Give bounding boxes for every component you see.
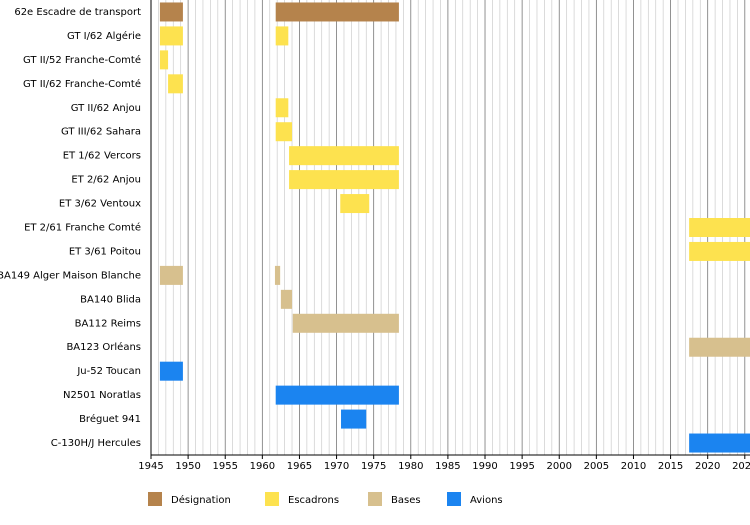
- legend-label: Désignation: [171, 494, 231, 506]
- row-label: C-130H/J Hercules: [51, 438, 141, 449]
- x-tick-label: 2000: [547, 461, 572, 472]
- bar: [159, 265, 183, 285]
- bar: [292, 313, 399, 333]
- x-tick-label: 2020: [695, 461, 720, 472]
- x-tick-label: 1965: [287, 461, 312, 472]
- bar: [689, 241, 750, 261]
- legend-label: Bases: [391, 495, 421, 506]
- x-tick-label: 1990: [472, 461, 497, 472]
- row-label: N2501 Noratlas: [63, 390, 141, 401]
- bar: [289, 170, 399, 190]
- bar: [275, 26, 289, 46]
- x-tick-label: 1955: [212, 461, 237, 472]
- row-label: ET 3/62 Ventoux: [59, 199, 141, 210]
- row-label: 62e Escadre de transport: [14, 7, 141, 18]
- x-tick-label: 1995: [509, 461, 534, 472]
- row-label: GT II/62 Anjou: [71, 103, 141, 114]
- row-label: Ju-52 Toucan: [76, 366, 141, 377]
- row-label: BA112 Reims: [75, 318, 141, 329]
- bar: [280, 289, 293, 309]
- bar: [275, 122, 293, 142]
- row-label: GT II/52 Franche-Comté: [23, 54, 141, 66]
- x-tick-label: 2010: [621, 461, 646, 472]
- x-tick-label: 1945: [138, 461, 163, 472]
- bar: [275, 2, 399, 22]
- legend-label: Avions: [470, 495, 503, 506]
- bar: [274, 265, 281, 285]
- bar: [341, 409, 367, 429]
- bar: [340, 194, 370, 214]
- x-tick-label: 1975: [361, 461, 386, 472]
- bar: [159, 26, 183, 46]
- x-tick-label: 1985: [435, 461, 460, 472]
- x-tick-label: 2025: [732, 461, 750, 472]
- bar: [689, 433, 750, 453]
- row-label: ET 2/62 Anjou: [71, 175, 141, 186]
- row-label: BA149 Alger Maison Blanche: [0, 270, 141, 281]
- legend-label: Escadrons: [288, 495, 339, 506]
- row-label: GT III/62 Sahara: [61, 127, 141, 138]
- legend-swatch: [265, 492, 279, 506]
- legend-swatch: [148, 492, 162, 506]
- bar: [289, 146, 399, 166]
- x-tick-label: 1950: [175, 461, 200, 472]
- x-tick-label: 1980: [398, 461, 423, 472]
- x-tick-label: 1960: [250, 461, 275, 472]
- bar: [159, 50, 169, 70]
- bar: [275, 98, 289, 118]
- bar: [168, 74, 183, 94]
- bar: [689, 337, 750, 357]
- row-label: ET 3/61 Poitou: [69, 246, 141, 257]
- row-label: GT II/62 Franche-Comté: [23, 78, 141, 90]
- row-label: ET 2/61 Franche Comté: [24, 222, 141, 234]
- legend-swatch: [447, 492, 461, 506]
- row-label: Bréguet 941: [79, 413, 141, 425]
- bar: [159, 2, 183, 22]
- x-tick-label: 1970: [324, 461, 349, 472]
- bar: [159, 361, 183, 381]
- x-tick-label: 2005: [584, 461, 609, 472]
- bar: [275, 385, 399, 405]
- row-label: BA140 Blida: [80, 294, 141, 305]
- x-tick-label: 2015: [658, 461, 683, 472]
- row-label: GT I/62 Algérie: [67, 30, 141, 42]
- bar: [689, 218, 750, 237]
- legend-swatch: [368, 492, 382, 506]
- row-label: BA123 Orléans: [66, 341, 141, 353]
- row-label: ET 1/62 Vercors: [63, 151, 141, 162]
